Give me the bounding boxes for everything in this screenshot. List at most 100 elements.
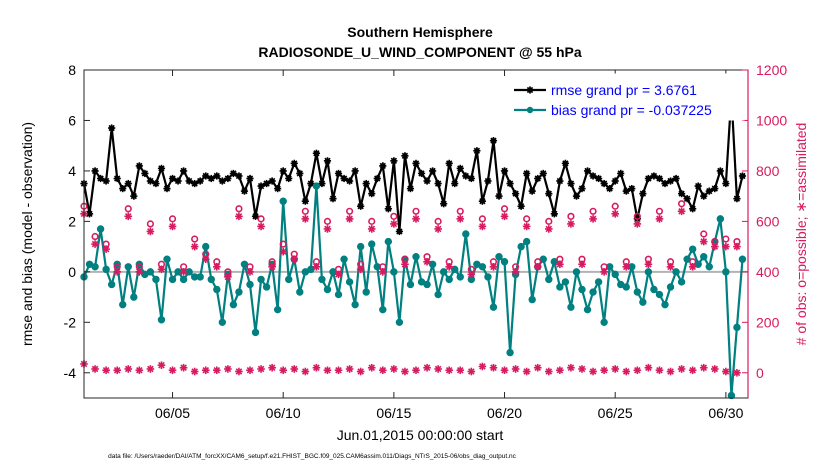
data-point-star: [561, 159, 569, 167]
data-point: [152, 275, 160, 284]
data-point-star: [661, 179, 669, 188]
data-point: [523, 215, 531, 223]
data-point: [334, 366, 343, 375]
data-point: [722, 268, 730, 276]
data-point-star: [191, 179, 199, 188]
data-point-star: [351, 167, 359, 175]
data-point-star: [694, 182, 702, 190]
data-point-star: [456, 164, 464, 172]
data-point: [545, 275, 553, 284]
data-point-star: [672, 174, 680, 183]
data-point: [589, 288, 597, 296]
data-point: [655, 215, 664, 223]
data-point: [434, 365, 442, 373]
data-point-star: [523, 169, 531, 178]
data-point: [279, 247, 287, 256]
data-point: [323, 225, 332, 233]
data-point: [290, 255, 299, 264]
data-point: [401, 260, 409, 269]
data-point: [445, 275, 453, 284]
data-point: [345, 278, 354, 286]
data-point-star: [357, 202, 365, 210]
data-point-star: [611, 177, 619, 185]
data-point: [257, 275, 265, 284]
data-point: [716, 215, 725, 223]
data-point: [362, 288, 370, 296]
data-point-star: [268, 177, 276, 185]
data-point: [368, 240, 376, 248]
y-axis-label-left: rmse and bias (model - observation): [19, 122, 35, 346]
data-point: [567, 303, 575, 311]
data-point: [190, 367, 199, 376]
data-point-star: [119, 184, 127, 193]
data-point-star: [379, 162, 387, 170]
footer-data-file: data file: /Users/raeder/DAI/ATM_forcXX/…: [108, 453, 517, 460]
data-point: [722, 235, 730, 243]
data-point: [91, 263, 99, 271]
data-point: [213, 285, 221, 294]
data-point: [301, 207, 309, 215]
data-point-star: [467, 174, 475, 183]
data-point-star: [384, 205, 392, 213]
axes: 06/05 06/10 06/15 06/20 06/25 06/30-4-2024680…: [64, 62, 788, 421]
data-point: [622, 283, 630, 291]
x-tick-label: 06/15: [376, 405, 411, 421]
data-point-star: [495, 192, 503, 200]
data-point-star: [484, 177, 492, 185]
data-point: [633, 220, 642, 228]
data-point-star: [130, 192, 138, 200]
data-point: [589, 215, 597, 223]
data-point-star: [235, 172, 243, 180]
data-point: [600, 268, 608, 276]
data-point: [346, 207, 354, 215]
data-point: [572, 268, 581, 276]
data-point: [655, 207, 664, 215]
data-point: [556, 283, 564, 291]
data-point-star: [412, 159, 420, 167]
data-point-star: [567, 179, 575, 188]
data-point: [102, 245, 110, 253]
data-point: [102, 265, 110, 274]
data-point-star: [113, 174, 121, 183]
data-point: [235, 212, 243, 221]
data-point-star: [644, 174, 652, 183]
data-point: [589, 367, 597, 376]
data-point: [312, 182, 321, 190]
data-point: [229, 300, 238, 309]
data-point: [390, 365, 398, 373]
data-point: [434, 217, 442, 225]
data-point: [733, 368, 741, 377]
data-point-star: [440, 200, 448, 208]
data-point: [190, 242, 199, 251]
data-point: [456, 207, 464, 215]
series-assimilated-4: [80, 360, 741, 377]
data-point: [345, 215, 354, 223]
data-point: [699, 363, 708, 372]
data-point: [456, 215, 465, 223]
data-point: [301, 215, 310, 223]
data-point-star: [395, 227, 403, 236]
data-point: [622, 263, 631, 271]
data-point: [666, 367, 675, 376]
data-point: [711, 365, 719, 373]
data-point: [202, 242, 210, 251]
data-point: [124, 365, 133, 373]
data-point: [528, 295, 536, 304]
y-tick-label-right: 1000: [756, 112, 787, 128]
data-point: [168, 215, 177, 223]
data-point-star: [229, 169, 237, 178]
data-point-star: [213, 172, 221, 180]
data-point: [235, 367, 243, 376]
data-point: [556, 260, 564, 269]
data-point: [489, 263, 498, 271]
data-point: [644, 363, 653, 372]
data-point-star: [301, 197, 309, 205]
data-point-star: [517, 202, 525, 210]
data-point-star: [240, 187, 249, 195]
data-point-star: [390, 157, 398, 165]
legend-label: bias grand pr = -0.037225: [551, 102, 712, 118]
data-point: [600, 318, 608, 327]
data-point: [578, 285, 586, 294]
x-tick-label: 06/05: [155, 405, 190, 421]
data-point-star: [373, 174, 381, 183]
